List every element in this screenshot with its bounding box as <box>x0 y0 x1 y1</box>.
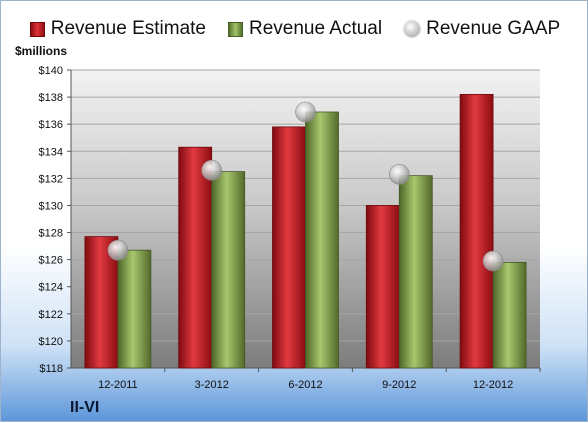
bar-revenue-actual <box>117 249 152 369</box>
y-tick-label: $136 <box>39 119 63 131</box>
y-tick-label: $128 <box>39 228 63 240</box>
bar-revenue-estimate <box>459 93 494 369</box>
company-name: II-VI <box>70 399 100 416</box>
legend-swatch-actual <box>228 21 243 37</box>
bar-revenue-estimate <box>365 205 400 369</box>
legend-label-actual: Revenue Actual <box>249 18 383 39</box>
legend-label-gaap: Revenue GAAP <box>426 18 561 39</box>
x-tick-label: 9-2012 <box>382 379 416 391</box>
legend: Revenue Estimate Revenue Actual Revenue … <box>1 15 588 43</box>
legend-item-actual: Revenue Actual <box>228 18 382 40</box>
bar-revenue-estimate <box>178 146 213 369</box>
y-tick-label: $140 <box>39 65 63 77</box>
marker-revenue-gaap <box>482 250 504 272</box>
x-tick-labels: 12-2011 3-2012 6-2012 9-2012 12-2012 <box>98 379 513 391</box>
x-tick-label: 6-2012 <box>288 379 322 391</box>
legend-swatch-gaap <box>404 21 421 37</box>
legend-swatch-estimate <box>29 21 45 37</box>
legend-item-estimate: Revenue Estimate <box>29 18 206 40</box>
y-tick-label: $134 <box>39 146 63 158</box>
y-tick-label: $138 <box>39 92 63 104</box>
gaap-markers <box>107 101 504 272</box>
x-tick-label: 12-2011 <box>98 379 138 391</box>
legend-item-gaap: Revenue GAAP <box>404 18 560 40</box>
y-tick-label: $122 <box>39 309 63 321</box>
y-tick-label: $124 <box>39 282 63 294</box>
bar-revenue-actual <box>398 175 433 369</box>
y-tick-label: $126 <box>39 255 63 267</box>
legend-label-estimate: Revenue Estimate <box>50 18 206 39</box>
y-tick-label: $120 <box>39 336 63 348</box>
y-tick-labels: $118 $120 $122 $124 $126 $128 $130 $132 $134 $136… <box>39 65 63 375</box>
y-tick-label: $118 <box>39 363 63 375</box>
marker-revenue-gaap <box>388 164 410 185</box>
marker-revenue-gaap <box>295 101 316 123</box>
x-tick-label: 12-2012 <box>473 379 513 391</box>
y-tick-label: $132 <box>39 173 63 185</box>
y-axis-unit-label: $millions <box>15 44 68 58</box>
bar-revenue-actual <box>305 111 339 369</box>
marker-revenue-gaap <box>201 159 222 181</box>
x-tick-label: 3-2012 <box>195 379 229 391</box>
bar-revenue-actual <box>211 171 246 369</box>
bar-revenue-actual <box>492 261 527 369</box>
marker-revenue-gaap <box>107 239 129 261</box>
bar-revenue-estimate <box>272 126 306 369</box>
y-tick-label: $130 <box>39 200 63 212</box>
